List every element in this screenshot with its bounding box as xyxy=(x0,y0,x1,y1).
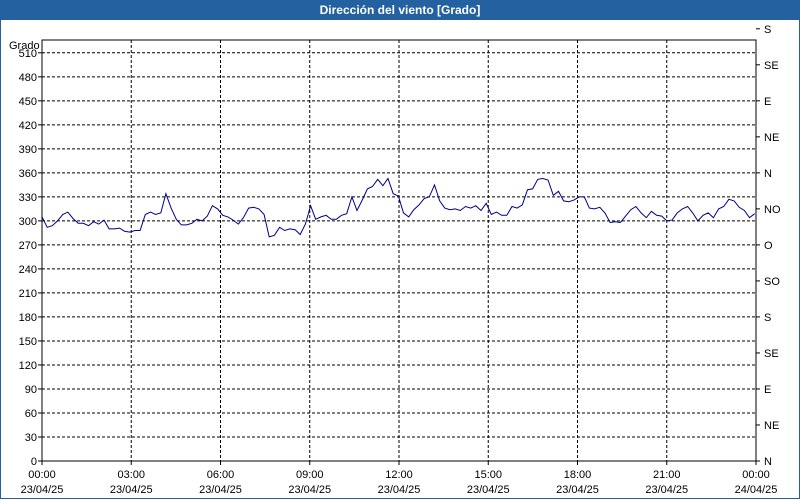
x-tick-time-label: 06:00 xyxy=(207,469,235,481)
chart-panel: Grado 0 30 60 90 120 150 180 210 240 270 300 330 360… xyxy=(0,20,800,499)
y-tick-label: 420 xyxy=(19,120,37,132)
y2-tick-label: S xyxy=(764,312,771,324)
x-tick-date-label: 23/04/25 xyxy=(110,484,153,496)
y-tick-label: 270 xyxy=(19,240,37,252)
y-axis-ticks: 0 30 60 90 120 150 180 210 240 270 300 330 360 390 420… xyxy=(19,48,42,468)
y2-tick-label: N xyxy=(764,456,772,468)
y-tick-label: 210 xyxy=(19,288,37,300)
y-tick-label: 180 xyxy=(19,312,37,324)
y-tick-label: 360 xyxy=(19,168,37,180)
y-tick-label: 390 xyxy=(19,144,37,156)
x-tick-time-label: 00:00 xyxy=(28,469,56,481)
y2-tick-label: SO xyxy=(764,276,780,288)
grid-lines xyxy=(42,40,756,461)
x-tick-date-label: 23/04/25 xyxy=(21,484,64,496)
x-tick-time-label: 03:00 xyxy=(117,469,145,481)
y-tick-label: 60 xyxy=(25,408,37,420)
x-tick-time-label: 00:00 xyxy=(742,469,770,481)
y2-tick-label: NE xyxy=(764,132,779,144)
chart-title: Dirección del viento [Grado] xyxy=(0,0,800,20)
series-group xyxy=(41,177,756,238)
x-tick-date-label: 23/04/25 xyxy=(199,484,242,496)
x-tick-time-label: 12:00 xyxy=(385,469,413,481)
y2-tick-label: S xyxy=(764,24,771,36)
y2-tick-label: NO xyxy=(764,204,781,216)
y2-tick-label: SE xyxy=(764,60,779,72)
y2-tick-label: N xyxy=(764,168,772,180)
y2-tick-label: NE xyxy=(764,420,779,432)
y-tick-label: 240 xyxy=(19,264,37,276)
y-tick-label: 330 xyxy=(19,192,37,204)
x-axis-ticks: 00:00 23/04/25 03:00 23/04/25 06:00 23/04/25 0… xyxy=(21,461,778,496)
y-tick-label: 510 xyxy=(19,48,37,60)
y2-axis-ticks: N NE E SE S SO O NO N NE E SE S xyxy=(756,24,781,468)
x-tick-time-label: 09:00 xyxy=(296,469,324,481)
y2-tick-label: E xyxy=(764,96,771,108)
y-tick-label: 120 xyxy=(19,360,37,372)
y-tick-label: 30 xyxy=(25,432,37,444)
x-tick-time-label: 21:00 xyxy=(653,469,681,481)
y-tick-label: 0 xyxy=(31,456,37,468)
y2-tick-label: O xyxy=(764,240,773,252)
x-tick-date-label: 24/04/25 xyxy=(735,484,778,496)
y-tick-label: 480 xyxy=(19,72,37,84)
x-tick-date-label: 23/04/25 xyxy=(378,484,421,496)
x-tick-date-label: 23/04/25 xyxy=(556,484,599,496)
x-tick-date-label: 23/04/25 xyxy=(467,484,510,496)
y2-tick-label: E xyxy=(764,384,771,396)
x-tick-date-label: 23/04/25 xyxy=(288,484,331,496)
x-tick-time-label: 15:00 xyxy=(474,469,502,481)
y-tick-label: 450 xyxy=(19,96,37,108)
series-line xyxy=(41,177,756,238)
y-axis-label: Grado xyxy=(9,40,40,52)
y-tick-label: 300 xyxy=(19,216,37,228)
y-tick-label: 90 xyxy=(25,384,37,396)
x-tick-date-label: 23/04/25 xyxy=(645,484,688,496)
y2-tick-label: SE xyxy=(764,348,779,360)
wind-direction-chart: Grado 0 30 60 90 120 150 180 210 240 270 300 330 360… xyxy=(9,24,781,496)
x-tick-time-label: 18:00 xyxy=(564,469,592,481)
y-tick-label: 150 xyxy=(19,336,37,348)
